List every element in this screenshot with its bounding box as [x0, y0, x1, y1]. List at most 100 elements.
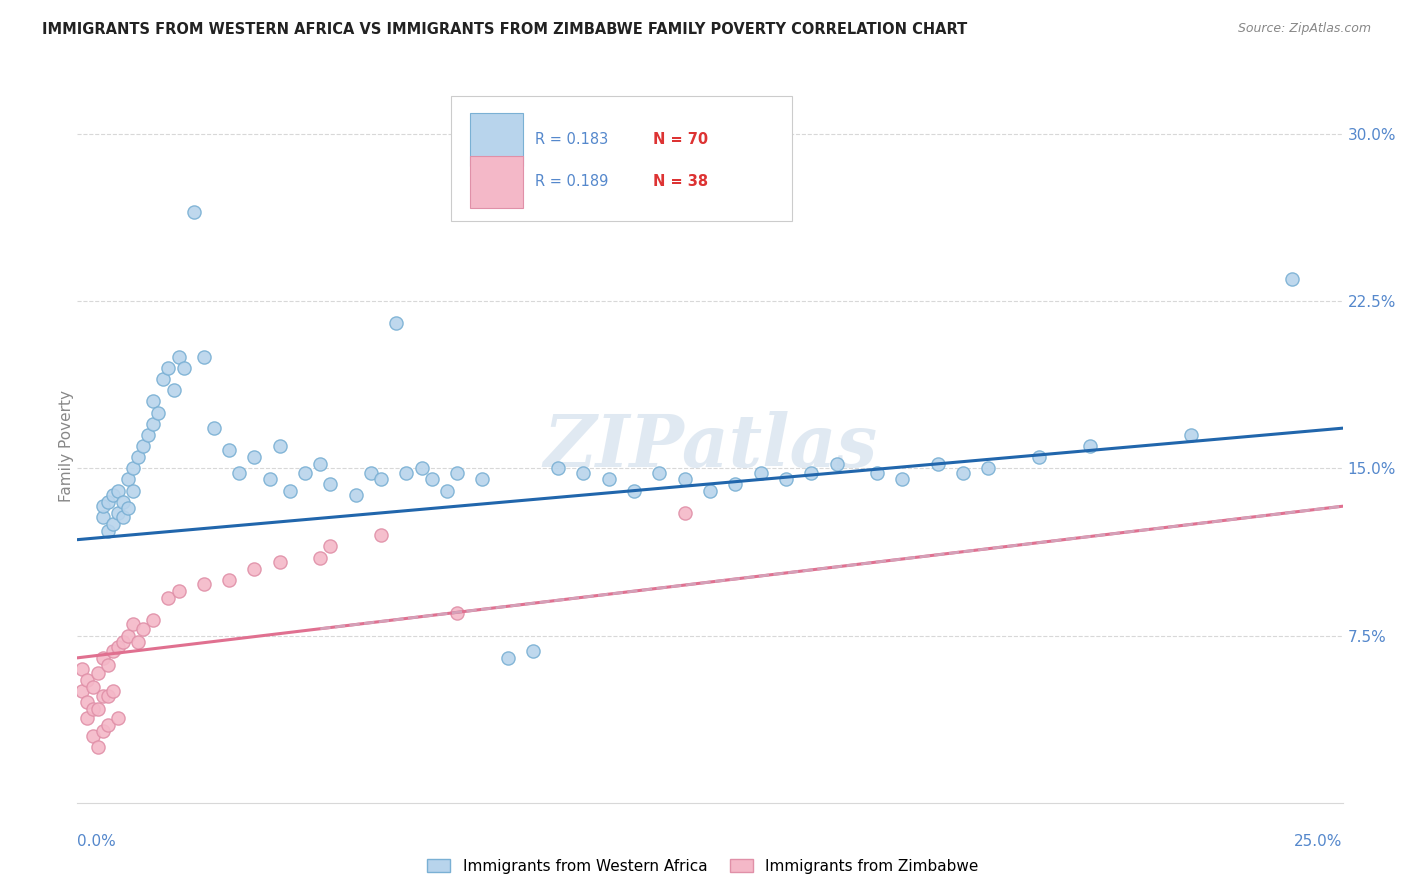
Text: N = 38: N = 38	[654, 175, 709, 189]
Point	[76, 673, 98, 687]
Point	[107, 640, 129, 654]
Point	[97, 524, 120, 538]
Point	[1180, 427, 1202, 442]
Point	[86, 666, 108, 681]
Point	[167, 350, 190, 364]
Point	[572, 466, 595, 480]
Point	[309, 550, 332, 565]
Point	[370, 473, 392, 487]
Point	[243, 562, 266, 576]
Point	[173, 360, 195, 375]
Point	[117, 473, 139, 487]
Point	[157, 360, 180, 375]
Point	[775, 473, 797, 487]
Point	[395, 466, 418, 480]
Point	[162, 384, 184, 398]
Point	[294, 466, 316, 480]
Point	[977, 461, 1000, 475]
Point	[97, 717, 120, 731]
Point	[673, 473, 696, 487]
Point	[91, 651, 114, 665]
Point	[91, 689, 114, 703]
Point	[724, 476, 747, 491]
Point	[1281, 271, 1303, 285]
Point	[132, 439, 155, 453]
Point	[471, 473, 494, 487]
Point	[866, 466, 889, 480]
Point	[117, 501, 139, 516]
Point	[522, 644, 544, 658]
Point	[202, 421, 225, 435]
Point	[800, 466, 823, 480]
Point	[420, 473, 443, 487]
Point	[97, 657, 120, 672]
Point	[101, 684, 124, 698]
Point	[152, 372, 174, 386]
Point	[319, 539, 342, 553]
FancyBboxPatch shape	[470, 112, 523, 166]
Text: 25.0%: 25.0%	[1295, 834, 1343, 849]
Point	[101, 517, 124, 532]
Point	[122, 461, 145, 475]
Point	[344, 488, 367, 502]
Point	[623, 483, 645, 498]
Point	[72, 662, 94, 676]
Point	[72, 684, 94, 698]
Point	[82, 680, 104, 694]
FancyBboxPatch shape	[470, 155, 523, 209]
Point	[183, 204, 205, 219]
Point	[127, 635, 149, 649]
Legend: Immigrants from Western Africa, Immigrants from Zimbabwe: Immigrants from Western Africa, Immigran…	[422, 853, 984, 880]
Point	[496, 651, 519, 665]
Point	[1078, 439, 1101, 453]
Point	[1028, 450, 1050, 465]
Text: 0.0%: 0.0%	[77, 834, 117, 849]
Text: N = 70: N = 70	[654, 132, 709, 146]
Point	[193, 350, 215, 364]
Point	[91, 724, 114, 739]
Point	[446, 607, 468, 621]
Point	[360, 466, 382, 480]
Point	[82, 702, 104, 716]
Point	[148, 405, 170, 420]
Point	[269, 555, 291, 569]
Point	[76, 711, 98, 725]
Point	[370, 528, 392, 542]
Point	[699, 483, 721, 498]
Point	[122, 617, 145, 632]
Text: ZIPatlas: ZIPatlas	[543, 410, 877, 482]
Point	[107, 483, 129, 498]
Point	[547, 461, 569, 475]
Point	[127, 450, 149, 465]
Point	[107, 506, 129, 520]
Point	[167, 583, 190, 598]
Point	[91, 500, 114, 514]
Point	[91, 510, 114, 524]
Point	[132, 622, 155, 636]
Point	[927, 457, 949, 471]
Point	[117, 628, 139, 642]
Point	[891, 473, 914, 487]
Point	[648, 466, 671, 480]
Text: R = 0.183: R = 0.183	[536, 132, 609, 146]
Point	[598, 473, 620, 487]
Point	[309, 457, 332, 471]
Text: IMMIGRANTS FROM WESTERN AFRICA VS IMMIGRANTS FROM ZIMBABWE FAMILY POVERTY CORREL: IMMIGRANTS FROM WESTERN AFRICA VS IMMIGR…	[42, 22, 967, 37]
Point	[319, 476, 342, 491]
Point	[76, 696, 98, 710]
Point	[673, 506, 696, 520]
Point	[278, 483, 301, 498]
Point	[218, 443, 240, 458]
Text: Source: ZipAtlas.com: Source: ZipAtlas.com	[1237, 22, 1371, 36]
Point	[97, 689, 120, 703]
Point	[142, 613, 165, 627]
Point	[101, 644, 124, 658]
Point	[111, 635, 134, 649]
Point	[136, 427, 159, 442]
Point	[111, 494, 134, 508]
Point	[193, 577, 215, 591]
Point	[385, 317, 408, 331]
Point	[142, 394, 165, 409]
Point	[749, 466, 772, 480]
Point	[825, 457, 848, 471]
